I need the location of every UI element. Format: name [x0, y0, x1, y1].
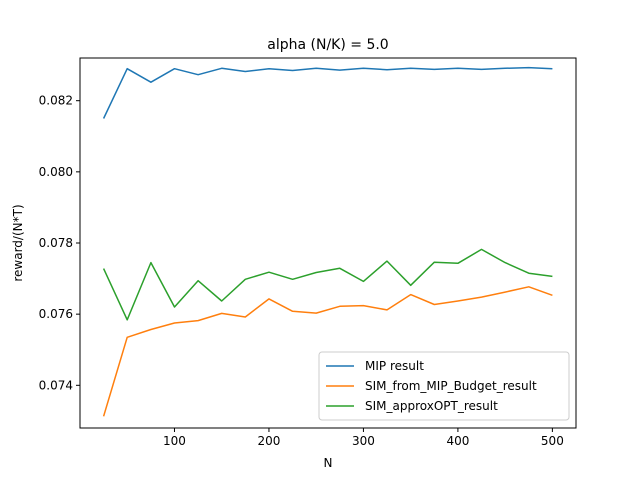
tick-layer: 100 200 300 400 500 0.074 0.076 0.078 0.080 0.082	[39, 94, 564, 448]
y-axis-label: reward/(N*T)	[11, 204, 25, 281]
x-tick-label: 200	[257, 434, 280, 448]
chart-title: alpha (N/K) = 5.0	[267, 37, 388, 53]
series-layer	[102, 66, 553, 417]
x-axis-label: N	[324, 456, 333, 470]
x-tick-label: 500	[541, 434, 564, 448]
y-tick-label: 0.076	[39, 307, 73, 321]
legend-label-3: SIM_approxOPT_result	[365, 399, 498, 413]
x-tick-label: 100	[163, 434, 186, 448]
legend: MIP result SIM_from_MIP_Budget_result SIM_…	[318, 351, 570, 421]
legend-label-2: SIM_from_MIP_Budget_result	[365, 379, 537, 393]
y-tick-label: 0.080	[39, 165, 73, 179]
x-tick-label: 400	[446, 434, 469, 448]
legend-box	[318, 351, 570, 421]
y-tick-label: 0.074	[39, 378, 73, 392]
y-tick-label: 0.082	[39, 94, 73, 108]
x-tick-label: 300	[352, 434, 375, 448]
series-line-1	[102, 66, 553, 119]
series-line-2	[102, 286, 553, 417]
legend-label-1: MIP result	[365, 359, 424, 373]
y-tick-label: 0.078	[39, 236, 73, 250]
axes-frame	[79, 57, 577, 429]
series-line-3	[102, 248, 553, 321]
